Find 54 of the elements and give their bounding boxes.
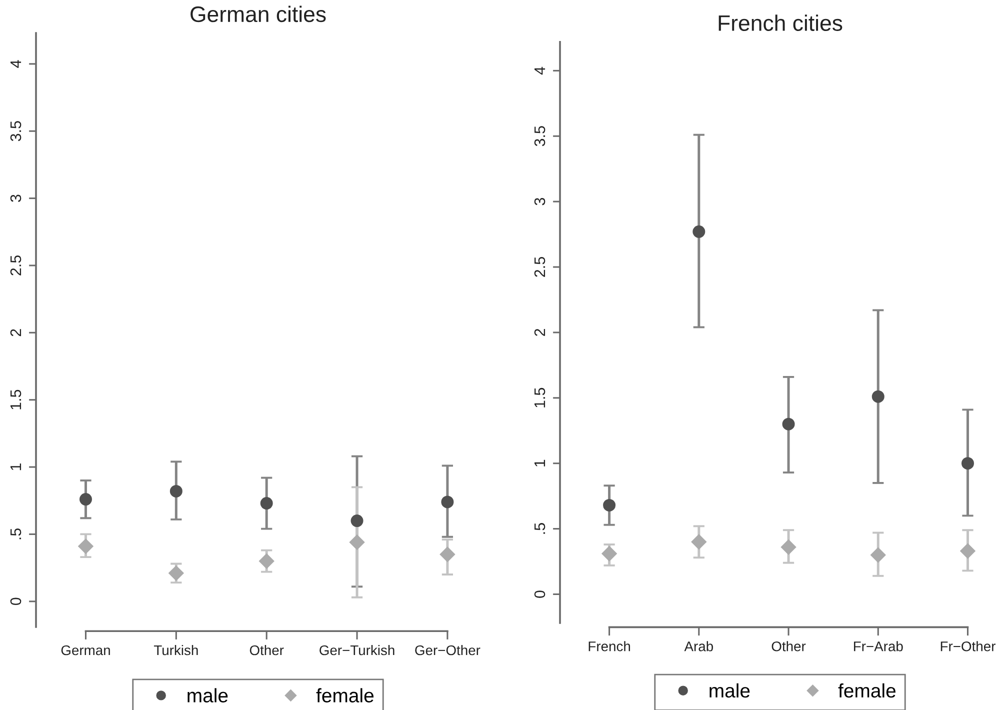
y-tick-label: 3 <box>10 194 22 202</box>
point <box>78 538 94 554</box>
point <box>259 554 274 569</box>
point <box>691 534 706 550</box>
point <box>870 547 886 563</box>
y-tick-label: 1.5 <box>10 390 22 410</box>
point <box>170 484 182 498</box>
y-tick-label: 2 <box>10 329 22 336</box>
y-tick-label: 0 <box>534 590 546 598</box>
y-tick-label: 2 <box>534 328 546 336</box>
y-tick-label: 1.5 <box>534 388 546 408</box>
y-tick-label: 2.5 <box>10 255 22 276</box>
point <box>961 457 974 470</box>
y-tick-label: 4 <box>10 60 22 68</box>
y-tick-label: 1 <box>10 464 22 470</box>
y-tick-label: 3.5 <box>534 126 546 146</box>
x-tick-label: Ger−Turkish <box>320 644 394 656</box>
legend-label: male <box>188 688 228 702</box>
y-tick-label: 4 <box>534 66 546 75</box>
x-tick-label: French <box>588 641 630 652</box>
point <box>960 543 976 559</box>
x-tick-label: Other <box>250 644 284 656</box>
point <box>692 225 706 238</box>
point <box>782 418 795 430</box>
point <box>441 496 454 508</box>
y-tick-label: 1 <box>534 460 546 466</box>
point <box>350 514 364 528</box>
legend-label: female <box>316 688 374 702</box>
x-tick-label: Turkish <box>154 644 198 656</box>
x-tick-label: German <box>61 645 110 656</box>
x-tick-label: Ger−Other <box>415 644 480 656</box>
y-tick-label: .5 <box>534 523 546 534</box>
point <box>349 534 365 550</box>
point <box>79 493 92 506</box>
y-tick-label: .5 <box>10 528 22 540</box>
x-tick-label: Fr−Other <box>940 641 996 652</box>
point <box>168 566 184 581</box>
y-tick-label: 0 <box>10 598 22 606</box>
y-tick-label: 3.5 <box>10 121 22 142</box>
chart-title: French cities <box>718 14 842 31</box>
point <box>602 546 617 562</box>
x-tick-label: Other <box>772 641 806 652</box>
point <box>440 546 456 562</box>
point <box>260 497 273 510</box>
point <box>603 498 616 512</box>
x-tick-label: Fr−Arab <box>854 641 903 652</box>
legend-label: female <box>838 683 896 698</box>
legend-label: male <box>710 683 750 698</box>
x-tick-label: Arab <box>684 641 713 652</box>
point <box>872 390 884 403</box>
point <box>780 540 796 555</box>
chart-title: German cities <box>190 6 326 22</box>
y-tick-label: 3 <box>534 198 546 206</box>
y-tick-label: 2.5 <box>534 257 546 277</box>
